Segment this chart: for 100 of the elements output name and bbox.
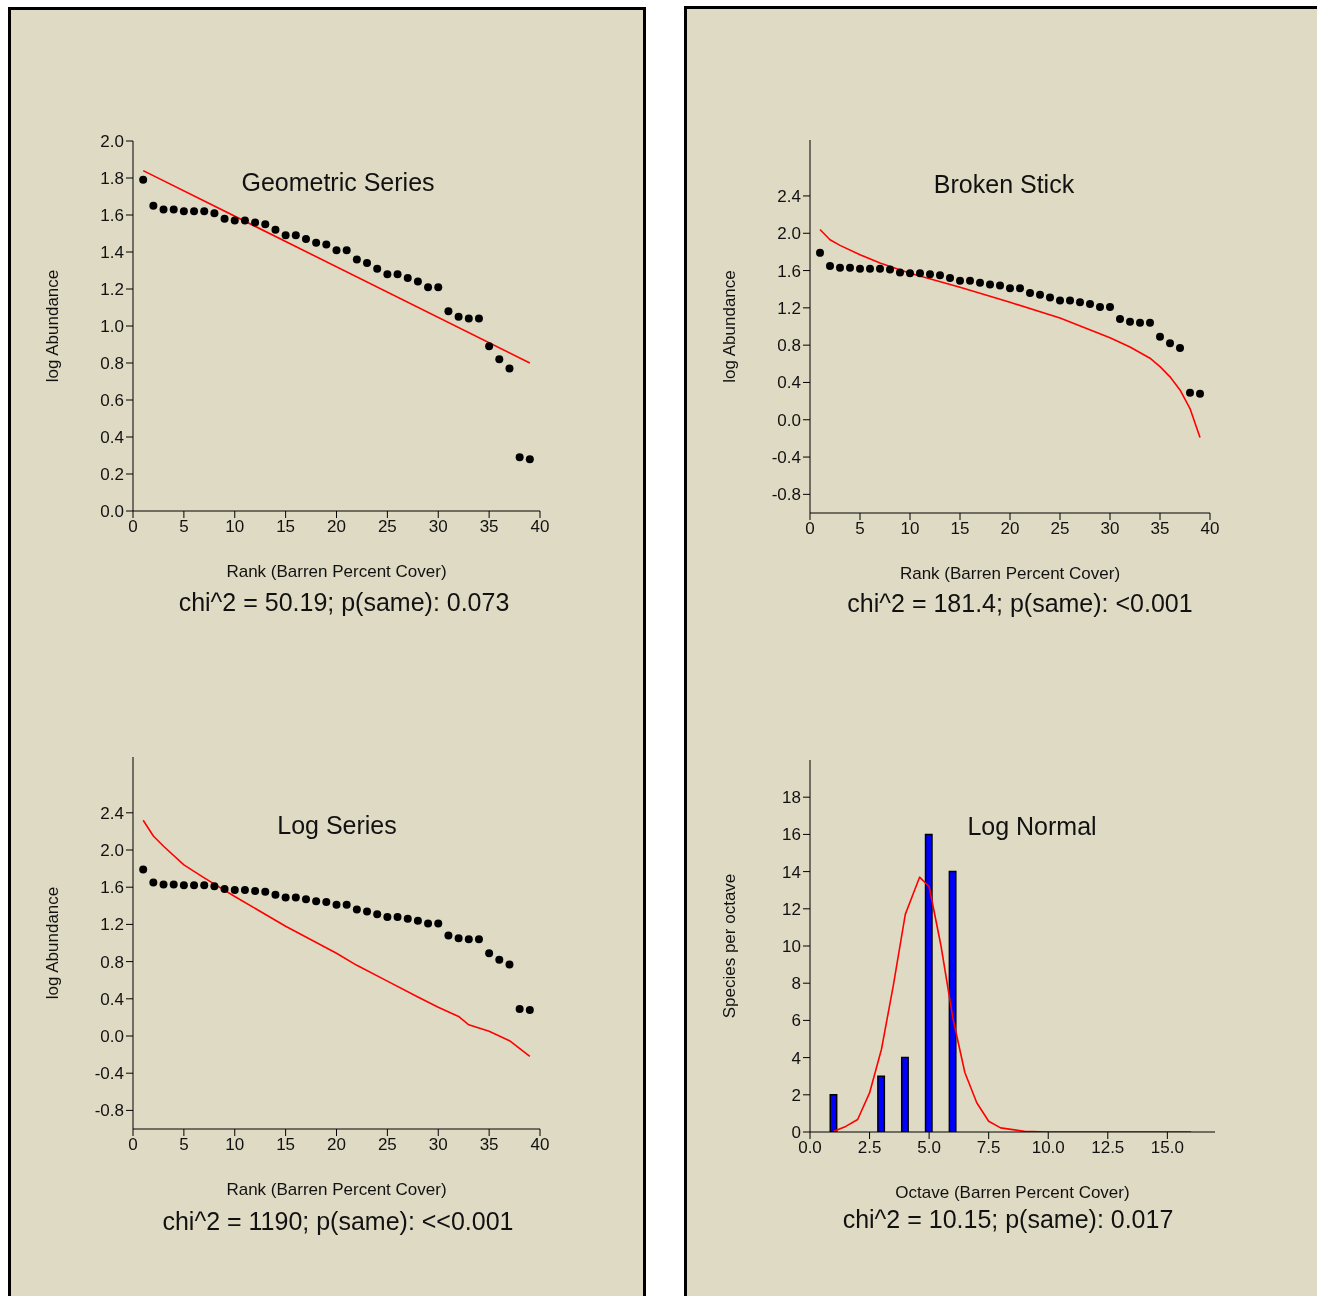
text: chi^2 = 10.15; p(same): 0.017 bbox=[841, 1205, 1175, 1234]
point bbox=[1086, 300, 1094, 309]
y-tick-label: 2.0 bbox=[777, 224, 801, 244]
y-tick-label: 2.0 bbox=[100, 841, 124, 861]
point bbox=[434, 283, 443, 292]
point bbox=[1186, 388, 1194, 397]
point bbox=[856, 264, 864, 273]
x-tick-label: 20 bbox=[327, 1135, 346, 1155]
y-tick-label: 1.2 bbox=[777, 298, 801, 318]
point bbox=[301, 235, 310, 244]
point bbox=[210, 209, 219, 218]
point bbox=[816, 248, 824, 257]
point bbox=[444, 307, 453, 316]
y-tick-label: 0.4 bbox=[100, 989, 124, 1009]
y-axis-title: log Abundance bbox=[43, 886, 63, 1000]
point bbox=[179, 881, 188, 890]
x-tick-label: 15 bbox=[950, 519, 970, 539]
y-tick-label: 0.0 bbox=[100, 1027, 124, 1047]
point bbox=[1146, 318, 1154, 327]
point bbox=[515, 453, 524, 462]
point bbox=[434, 919, 443, 928]
x-tick-label: 20 bbox=[327, 517, 346, 537]
point bbox=[149, 878, 158, 887]
x-tick-label: 25 bbox=[377, 1135, 397, 1155]
point bbox=[485, 949, 494, 958]
x-tick-label: 30 bbox=[428, 517, 448, 537]
x-tick-label: 40 bbox=[530, 517, 550, 537]
y-tick-label: 14 bbox=[782, 862, 801, 882]
point bbox=[230, 216, 239, 225]
y-tick-label: 0.4 bbox=[100, 428, 124, 448]
y-tick-label: 0.8 bbox=[777, 336, 801, 356]
point bbox=[936, 271, 944, 280]
y-tick-label: 1.6 bbox=[777, 261, 801, 281]
point bbox=[1046, 293, 1054, 302]
y-tick-label: 2.4 bbox=[100, 803, 124, 823]
y-tick-label: 16 bbox=[782, 825, 801, 845]
x-tick-label: 7.5 bbox=[976, 1138, 1001, 1158]
point bbox=[393, 270, 402, 279]
x-tick-label: 5 bbox=[179, 517, 189, 537]
y-tick-label: 0.2 bbox=[100, 465, 124, 485]
point bbox=[474, 314, 483, 323]
x-tick-label: 0 bbox=[128, 1135, 138, 1155]
point bbox=[956, 276, 964, 285]
y-tick-label: 10 bbox=[782, 937, 801, 957]
y-tick-label: 1.2 bbox=[100, 280, 124, 300]
x-axis-title: Rank (Barren Percent Cover) bbox=[226, 1180, 447, 1199]
point bbox=[1066, 296, 1074, 305]
x-tick-label: 10 bbox=[900, 519, 920, 539]
point bbox=[1116, 315, 1124, 324]
y-tick-label: -0.4 bbox=[94, 1064, 124, 1084]
x-axis-title: Rank (Barren Percent Cover) bbox=[899, 564, 1121, 583]
y-tick-label: 12 bbox=[782, 899, 801, 919]
point bbox=[261, 220, 270, 229]
y-tick-label: 0.0 bbox=[100, 502, 124, 522]
point bbox=[312, 897, 321, 906]
y-tick-label: 0.8 bbox=[100, 952, 124, 972]
point bbox=[986, 280, 994, 289]
point bbox=[373, 910, 382, 919]
x-tick-label: 0 bbox=[128, 517, 138, 537]
point bbox=[1126, 317, 1134, 326]
point bbox=[966, 276, 974, 285]
point bbox=[413, 277, 422, 286]
point bbox=[149, 201, 158, 210]
point bbox=[444, 931, 453, 940]
point bbox=[525, 455, 534, 464]
point bbox=[1056, 296, 1064, 305]
point bbox=[424, 919, 433, 928]
point bbox=[271, 225, 280, 234]
y-axis-title: log Abundance bbox=[43, 269, 63, 383]
point bbox=[916, 269, 924, 278]
y-tick-label: 1.6 bbox=[100, 206, 124, 226]
point bbox=[996, 281, 1004, 290]
y-tick-label: 2.4 bbox=[777, 186, 801, 206]
point bbox=[515, 1005, 524, 1014]
x-tick-label: 25 bbox=[1050, 519, 1070, 539]
point bbox=[413, 916, 422, 925]
point bbox=[383, 912, 392, 921]
point bbox=[251, 218, 260, 227]
x-tick-label: 12.5 bbox=[1091, 1138, 1125, 1158]
y-tick-label: 2.0 bbox=[100, 132, 124, 152]
x-tick-label: 5 bbox=[179, 1135, 189, 1155]
point bbox=[505, 960, 514, 969]
point bbox=[383, 270, 392, 279]
point bbox=[836, 263, 844, 272]
x-tick-label: 10 bbox=[225, 1135, 245, 1155]
y-tick-label: -0.8 bbox=[771, 485, 801, 505]
point bbox=[485, 342, 494, 351]
text: Log Normal bbox=[966, 812, 1098, 841]
x-tick-label: 25 bbox=[377, 517, 397, 537]
point bbox=[220, 885, 229, 894]
point bbox=[322, 240, 331, 249]
point bbox=[363, 907, 372, 916]
point bbox=[312, 238, 321, 247]
y-tick-label: 0.4 bbox=[777, 373, 801, 393]
line-series bbox=[819, 228, 1201, 439]
point bbox=[464, 314, 473, 323]
point bbox=[139, 865, 148, 874]
point bbox=[169, 205, 178, 214]
point bbox=[424, 283, 433, 292]
point bbox=[271, 890, 280, 899]
